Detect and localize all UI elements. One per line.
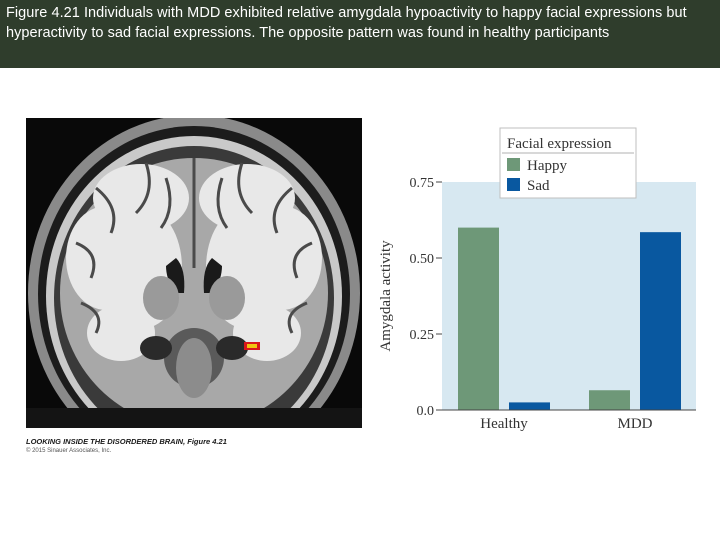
- bar-mdd-happy: [589, 390, 630, 410]
- legend-title: Facial expression: [507, 136, 612, 152]
- credit-title: LOOKING INSIDE THE DISORDERED BRAIN, Fig…: [26, 437, 227, 446]
- y-axis-label: Amygdala activity: [378, 240, 394, 352]
- legend-swatch-happy: [507, 158, 520, 171]
- bar-mdd-sad: [640, 232, 681, 410]
- credit-copyright: © 2015 Sinauer Associates, Inc.: [26, 448, 112, 454]
- figure-caption: Figure 4.21 Individuals with MDD exhibit…: [6, 5, 687, 41]
- legend-label-happy: Happy: [527, 158, 567, 174]
- bars-group: [458, 227, 681, 410]
- y-tick-label: 0.25: [410, 328, 435, 343]
- bar-chart-svg: 0.0 0.25 0.50 0.75 Amygdala activity Health…: [378, 127, 696, 432]
- y-tick-label: 0.0: [417, 404, 435, 419]
- bar-healthy-happy: [458, 227, 499, 410]
- x-tick-label-mdd: MDD: [617, 416, 652, 432]
- legend-label-sad: Sad: [527, 178, 550, 194]
- y-tick-label: 0.75: [410, 176, 435, 191]
- y-tick-label: 0.50: [410, 252, 435, 267]
- brain-mri-image: [26, 118, 362, 428]
- bar-chart: 0.0 0.25 0.50 0.75 Amygdala activity Health…: [370, 120, 700, 440]
- bar-healthy-sad: [509, 402, 550, 410]
- legend: Facial expression Happy Sad: [499, 127, 637, 199]
- mri-coronal-brain-icon: [26, 118, 362, 428]
- caption-bar: Figure 4.21 Individuals with MDD exhibit…: [0, 0, 720, 68]
- x-tick-label-healthy: Healthy: [480, 416, 528, 432]
- y-axis-ticks: 0.0 0.25 0.50 0.75: [410, 176, 442, 419]
- legend-swatch-sad: [507, 178, 520, 191]
- legend-box: [499, 127, 637, 199]
